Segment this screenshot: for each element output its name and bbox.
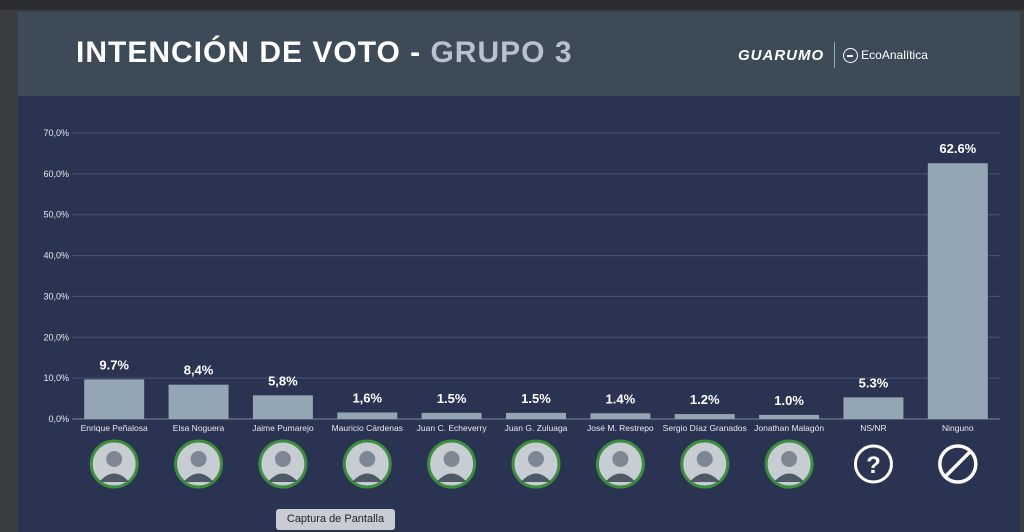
- y-tick-label: 10,0%: [43, 373, 69, 383]
- data-label: 5,8%: [268, 373, 298, 388]
- photo-head-icon: [781, 451, 798, 467]
- no-symbol-slash-icon: [944, 450, 972, 478]
- data-label: 1.0%: [774, 393, 804, 408]
- logo-divider: [834, 42, 836, 68]
- photo-head-icon: [696, 451, 713, 467]
- photo-head-icon: [612, 451, 629, 467]
- x-tick-label: Ninguno: [942, 423, 974, 433]
- title-accent: GRUPO 3: [430, 36, 573, 69]
- data-label: 8,4%: [184, 363, 214, 378]
- bar: [674, 414, 735, 419]
- x-tick-label: NS/NR: [860, 423, 886, 433]
- bar: [84, 379, 145, 419]
- page-title: INTENCIÓN DE VOTO - GRUPO 3: [76, 36, 573, 70]
- question-icon: [853, 444, 893, 484]
- bar: [252, 395, 313, 419]
- photo-shoulders-icon: [352, 473, 383, 482]
- bar: [421, 412, 482, 419]
- photo-head-icon: [190, 451, 207, 467]
- y-tick-label: 30,0%: [43, 291, 69, 301]
- bar: [759, 414, 820, 419]
- data-label: 1.5%: [437, 391, 467, 406]
- photo-shoulders-icon: [436, 473, 467, 482]
- x-tick-label: José M. Restrepo: [587, 423, 654, 433]
- photo-shoulders-icon: [774, 473, 805, 482]
- data-label: 5.3%: [859, 375, 889, 390]
- bar: [843, 397, 904, 419]
- photo-shoulders-icon: [689, 473, 720, 482]
- x-tick-label: Elsa Noguera: [173, 423, 225, 433]
- ecoanalitica-logo-text: EcoAnalítica: [861, 48, 928, 62]
- photo-shoulders-icon: [521, 473, 551, 482]
- bar: [927, 163, 988, 419]
- x-tick-label: Sergio Díaz Granados: [663, 423, 747, 433]
- data-label: 1.5%: [521, 391, 551, 406]
- photo-shoulders-icon: [99, 473, 130, 482]
- data-label: 1.2%: [690, 392, 720, 407]
- x-tick-label: Enrique Peñalosa: [81, 423, 148, 433]
- photo-head-icon: [106, 451, 123, 467]
- bar: [590, 413, 651, 419]
- ecoanalitica-mark-icon: [843, 47, 859, 63]
- title-main: INTENCIÓN DE VOTO -: [76, 36, 431, 69]
- data-label: 62.6%: [939, 141, 976, 156]
- x-tick-label: Juan G. Zuluaga: [505, 423, 568, 433]
- bar: [337, 412, 398, 419]
- data-label: 1,6%: [352, 390, 382, 405]
- bar: [168, 384, 229, 419]
- x-tick-label: Jonathan Malagón: [754, 423, 824, 433]
- x-tick-label: Juan C. Echeverry: [417, 423, 488, 433]
- window-top-bar: [0, 0, 1024, 10]
- x-tick-label: Mauricio Cárdenas: [332, 423, 403, 433]
- question-mark-glyph: ?: [866, 452, 881, 479]
- photo-shoulders-icon: [183, 473, 214, 482]
- photo-head-icon: [359, 451, 376, 467]
- tooltip-captura: Captura de Pantalla: [276, 509, 395, 530]
- ecoanalitica-logo: EcoAnalítica: [843, 47, 928, 63]
- photo-shoulders-icon: [605, 473, 636, 482]
- bar: [506, 412, 566, 419]
- y-tick-label: 60,0%: [43, 169, 69, 179]
- photo-head-icon: [274, 451, 291, 467]
- no-symbol-icon: [938, 444, 978, 484]
- y-tick-label: 0,0%: [48, 414, 69, 424]
- y-tick-label: 50,0%: [43, 210, 69, 220]
- x-tick-label: Jaime Pumarejo: [252, 423, 314, 433]
- data-label: 9.7%: [99, 357, 129, 372]
- data-label: 1.4%: [606, 391, 636, 406]
- y-tick-label: 70,0%: [43, 128, 69, 138]
- guarumo-logo: GUARUMO: [738, 46, 825, 64]
- y-tick-label: 40,0%: [43, 251, 69, 261]
- slide-header: INTENCIÓN DE VOTO - GRUPO 3 GUARUMO EcoA…: [18, 12, 1020, 96]
- photo-shoulders-icon: [267, 473, 298, 482]
- y-tick-label: 20,0%: [43, 332, 69, 342]
- photo-head-icon: [528, 451, 544, 467]
- photo-head-icon: [443, 451, 460, 467]
- logos: GUARUMO EcoAnalítica: [738, 42, 928, 68]
